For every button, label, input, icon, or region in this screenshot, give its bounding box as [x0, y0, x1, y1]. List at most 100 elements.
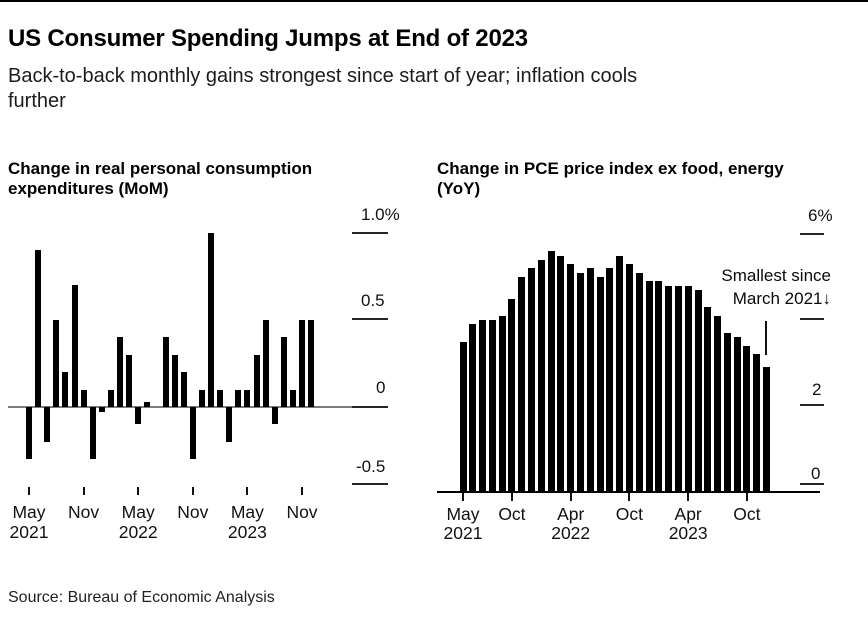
source-text: Source: Bureau of Economic Analysis: [8, 589, 275, 606]
x-axis-tick: [246, 487, 249, 495]
x-axis-tick: [28, 487, 30, 495]
x-axis-tick-label: Nov: [286, 502, 318, 522]
bar: [80, 389, 87, 407]
x-axis-tick: [137, 487, 140, 495]
y-axis-tick-label: 1.0%: [361, 205, 400, 224]
bar: [89, 407, 96, 460]
x-axis-tick: [569, 493, 572, 501]
bar: [271, 407, 278, 425]
bar: [459, 341, 467, 492]
bar: [528, 268, 535, 492]
zero-line: [8, 405, 352, 408]
page-subtitle: Back-to-back monthly gains strongest sin…: [8, 64, 848, 114]
x-axis-tick-label: May: [121, 502, 155, 522]
bar: [479, 320, 487, 492]
y-axis-tick-dash: [352, 232, 388, 234]
y-axis-tick-dash: [352, 483, 388, 485]
top-rule: [0, 0, 868, 2]
bar: [557, 255, 565, 492]
bar: [743, 345, 751, 492]
bar: [625, 264, 633, 492]
bar: [62, 372, 69, 407]
bar: [35, 250, 42, 407]
y-axis-tick-label: 0.5: [361, 291, 385, 310]
x-axis-tick-year-label: 2022: [118, 522, 158, 542]
bar: [469, 324, 477, 492]
bar: [733, 337, 741, 492]
bar: [684, 285, 692, 492]
bar: [508, 298, 516, 492]
bar: [126, 354, 133, 407]
bar: [217, 389, 224, 407]
x-axis-tick-year-label: 2021: [443, 523, 483, 543]
right-chart-title-line2: (YoY): [437, 178, 481, 198]
left-chart-title-line1: Change in real personal consumption: [8, 159, 313, 178]
bar: [488, 320, 496, 492]
bar: [53, 320, 60, 407]
bar: [208, 233, 214, 407]
x-axis-tick-label: May: [446, 504, 480, 524]
x-axis-tick: [510, 493, 513, 501]
bar: [162, 337, 169, 407]
annotation-smallest-since: Smallest since March 2021↓: [600, 264, 831, 310]
y-axis-tick-label: 0: [811, 464, 821, 483]
bar: [180, 372, 187, 407]
bar: [694, 289, 702, 492]
y-axis-tick-dash: [800, 232, 824, 235]
x-axis-tick-label: Oct: [615, 504, 644, 524]
bar: [171, 354, 178, 407]
y-axis-tick-dash: [800, 318, 824, 320]
bar: [44, 407, 51, 442]
x-axis-tick: [687, 493, 690, 501]
x-axis-tick-label: May: [12, 502, 46, 522]
x-axis-tick: [745, 493, 748, 501]
bar: [567, 264, 575, 492]
annotation-line2: March 2021↓: [732, 289, 832, 308]
x-axis-tick-label: Oct: [733, 504, 761, 524]
bar: [244, 389, 251, 407]
x-axis-tick-year-label: 2021: [9, 522, 49, 542]
right-chart-title-line1: Change in PCE price index ex food, energ…: [437, 159, 784, 178]
y-axis-tick-label: 0: [376, 378, 386, 397]
y-axis-tick-label: -0.5: [356, 457, 386, 476]
bar: [704, 307, 712, 492]
x-axis-tick-label: Apr: [674, 504, 702, 524]
bar: [117, 337, 123, 407]
bar: [723, 332, 731, 492]
x-axis-tick-label: May: [230, 502, 264, 522]
page-subtitle-line1: Back-to-back monthly gains strongest sin…: [8, 65, 638, 87]
bar: [235, 389, 242, 407]
bar: [262, 320, 269, 407]
left-chart-title-line2: expenditures (MoM): [8, 178, 169, 198]
y-axis-tick-dash: [352, 317, 388, 320]
page-subtitle-line2: further: [8, 90, 66, 112]
bar: [144, 401, 151, 407]
bar: [107, 389, 114, 407]
x-axis-tick-year-label: 2022: [551, 523, 591, 543]
x-axis-tick-year-label: 2023: [227, 522, 267, 542]
bar: [577, 272, 584, 492]
bar: [289, 389, 296, 407]
x-axis-tick: [82, 487, 85, 495]
bar: [674, 285, 682, 492]
bar: [26, 407, 32, 460]
bar: [253, 354, 260, 407]
bar: [606, 268, 614, 492]
bar: [714, 315, 721, 492]
bar: [616, 255, 624, 492]
down-arrow-icon: ↓: [822, 289, 832, 308]
bar: [655, 281, 663, 492]
x-axis-tick: [462, 493, 464, 501]
right-chart-title: Change in PCE price index ex food, energ…: [437, 159, 842, 198]
x-axis-tick: [191, 487, 194, 495]
y-axis-tick-dash: [352, 406, 388, 408]
bar: [596, 277, 604, 492]
x-axis-tick-year-label: 2023: [668, 523, 708, 543]
y-axis-tick-dash: [800, 403, 824, 406]
bar: [308, 320, 315, 407]
bar: [226, 407, 233, 442]
x-axis-tick-label: Nov: [177, 502, 209, 522]
